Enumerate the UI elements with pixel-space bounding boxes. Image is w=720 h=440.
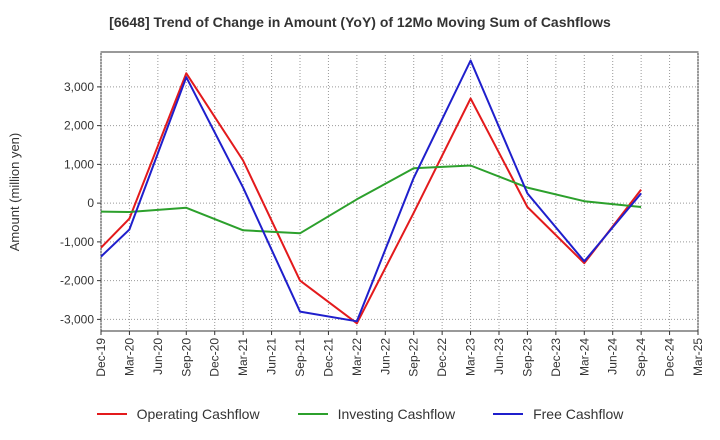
y-tick-label: 2,000 bbox=[64, 119, 94, 133]
legend-label: Free Cashflow bbox=[533, 406, 624, 422]
legend-label: Operating Cashflow bbox=[136, 406, 260, 422]
y-tick-label: 3,000 bbox=[64, 80, 94, 94]
x-tick-label: Jun-23 bbox=[492, 338, 506, 375]
x-tick-label: Jun-20 bbox=[151, 338, 165, 375]
x-tick-label: Mar-22 bbox=[350, 338, 364, 376]
x-tick-label: Jun-22 bbox=[378, 338, 392, 375]
legend: Operating Cashflow Investing Cashflow Free… bbox=[0, 406, 720, 422]
legend-swatch bbox=[493, 413, 524, 415]
x-tick-label: Sep-23 bbox=[520, 338, 534, 377]
x-tick-label: Dec-19 bbox=[94, 338, 108, 377]
x-tick-label: Dec-20 bbox=[208, 338, 222, 377]
y-axis-label: Amount (million yen) bbox=[7, 133, 22, 252]
legend-swatch bbox=[297, 413, 328, 415]
x-tick-label: Dec-22 bbox=[435, 338, 449, 377]
x-tick-label: Jun-24 bbox=[606, 338, 620, 375]
legend-item-free-cashflow: Free Cashflow bbox=[493, 406, 623, 422]
axes: Dec-19 Mar-20 Jun-20 Sep-20 Dec-20 Mar-21 Jun-… bbox=[60, 80, 705, 377]
x-tick-label: Mar-24 bbox=[577, 338, 591, 376]
x-tick-label: Mar-25 bbox=[691, 338, 705, 376]
x-tick-label: Sep-24 bbox=[634, 338, 648, 377]
y-tick-label: 0 bbox=[87, 196, 94, 210]
chart-title: [6648] Trend of Change in Amount (YoY) o… bbox=[109, 14, 611, 30]
x-tick-label: Mar-23 bbox=[464, 338, 478, 376]
x-tick-label: Dec-23 bbox=[549, 338, 563, 377]
x-tick-label: Dec-21 bbox=[321, 338, 335, 377]
legend-label: Investing Cashflow bbox=[337, 406, 456, 422]
legend-swatch bbox=[96, 413, 127, 415]
y-tick-label: -3,000 bbox=[60, 312, 94, 326]
plot-frame bbox=[100, 51, 699, 332]
series-line-free-cashflow bbox=[100, 59, 642, 323]
y-tick-label: 1,000 bbox=[64, 157, 94, 171]
x-tick-label: Mar-21 bbox=[236, 338, 250, 376]
legend-item-operating-cashflow: Operating Cashflow bbox=[96, 406, 260, 422]
series-line-operating-cashflow bbox=[100, 72, 642, 325]
x-tick-label: Sep-22 bbox=[407, 338, 421, 377]
series-lines bbox=[100, 59, 642, 325]
y-tick-label: -1,000 bbox=[60, 235, 94, 249]
grid-lines bbox=[100, 51, 699, 332]
y-tick-label: -2,000 bbox=[60, 274, 94, 288]
x-tick-label: Sep-21 bbox=[293, 338, 307, 377]
x-tick-label: Jun-21 bbox=[265, 338, 279, 375]
series-line-investing-cashflow bbox=[100, 164, 642, 235]
x-tick-label: Mar-20 bbox=[122, 338, 136, 376]
legend-item-investing-cashflow: Investing Cashflow bbox=[297, 406, 456, 422]
x-tick-label: Dec-24 bbox=[663, 338, 677, 377]
x-tick-label: Sep-20 bbox=[179, 338, 193, 377]
